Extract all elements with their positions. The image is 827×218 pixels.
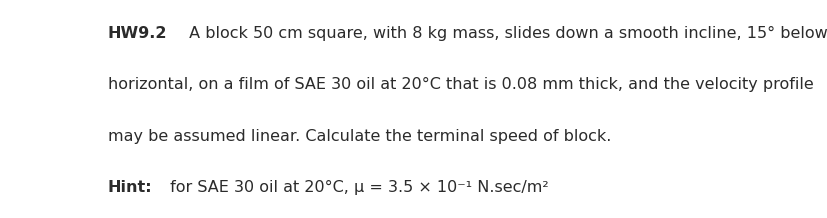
Text: for SAE 30 oil at 20°C, μ = 3.5 × 10⁻¹ N.sec/m²: for SAE 30 oil at 20°C, μ = 3.5 × 10⁻¹ N… [165, 180, 548, 195]
Text: A block 50 cm square, with 8 kg mass, slides down a smooth incline, 15° below th: A block 50 cm square, with 8 kg mass, sl… [184, 26, 827, 41]
Text: HW9.2: HW9.2 [108, 26, 167, 41]
Text: horizontal, on a film of SAE 30 oil at 20°C that is 0.08 mm thick, and the veloc: horizontal, on a film of SAE 30 oil at 2… [108, 77, 812, 92]
Text: Hint:: Hint: [108, 180, 152, 195]
Text: may be assumed linear. Calculate the terminal speed of block.: may be assumed linear. Calculate the ter… [108, 129, 610, 144]
